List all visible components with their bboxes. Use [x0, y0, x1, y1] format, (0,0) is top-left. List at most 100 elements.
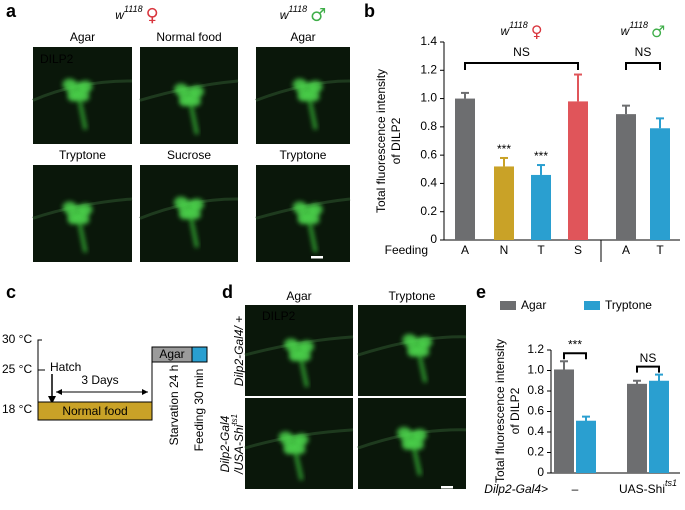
cell-cluster	[190, 198, 204, 211]
cell-cluster	[417, 346, 430, 357]
x-tick-text: –	[572, 482, 579, 496]
panel-letter: e	[476, 282, 486, 302]
bar	[650, 128, 670, 240]
y-tick-label: 0.2	[527, 445, 544, 459]
error-bar	[633, 379, 641, 387]
micrograph	[255, 165, 351, 262]
image-header: Normal food	[156, 30, 221, 44]
significance: ***	[534, 149, 548, 163]
genotype: w1118 ♂	[621, 20, 666, 40]
image-header: Tryptone	[389, 289, 436, 303]
genotype: w1118 ♂	[280, 4, 327, 26]
cell-cluster	[62, 78, 77, 91]
y-tick-label: 0.6	[420, 147, 437, 161]
image-header: Tryptone	[59, 148, 106, 162]
comparison-label: ***	[568, 337, 582, 351]
cell-cluster	[402, 439, 414, 450]
error-bar	[461, 91, 469, 99]
y-axis-label: of DILP2	[508, 387, 522, 434]
error-bar	[560, 360, 568, 378]
feeding-box	[191, 346, 208, 363]
cell-cluster	[67, 91, 80, 102]
genotype: w1118 ♀	[500, 20, 542, 40]
y-tick-label: 0.2	[420, 204, 437, 218]
cell-cluster	[289, 351, 301, 362]
arrow-head	[48, 396, 56, 404]
cell-cluster	[284, 338, 298, 351]
sex-symbol: ♂	[651, 22, 665, 41]
error-bar	[500, 156, 508, 167]
x-axis-label: Dilp2-Gal4>	[484, 482, 548, 496]
y-tick-label: 0.4	[527, 424, 544, 438]
duration-label: 3 Days	[81, 373, 118, 387]
legend-swatch	[584, 301, 600, 310]
y-tick-label: 0	[430, 232, 437, 246]
cell-cluster	[300, 340, 314, 353]
bar	[494, 166, 514, 240]
x-tick-label: UAS-Shits1	[619, 478, 677, 496]
cell-cluster	[297, 214, 310, 225]
temperature-label: 18 °C	[2, 402, 32, 416]
cell-cluster	[278, 431, 293, 444]
stain-label: DILP2	[262, 309, 296, 323]
y-axis-label: Total fluorescence intensity	[374, 69, 388, 213]
sex-symbol: ♀	[531, 22, 543, 41]
y-tick-label: 1.4	[420, 34, 437, 48]
temperature-label: 30 °C	[2, 332, 32, 346]
row-label-text: Dilp2-Gal4/ +	[232, 316, 246, 386]
y-tick-label: 0	[537, 465, 544, 479]
cell-cluster	[77, 214, 90, 225]
cell-cluster	[292, 78, 307, 91]
y-tick-label: 0.8	[420, 119, 437, 133]
row-label: Dilp2-Gal4	[218, 415, 232, 472]
genotype-base: w	[115, 8, 125, 22]
cell-cluster	[283, 444, 296, 455]
scale-bar	[311, 256, 323, 259]
micrograph	[139, 47, 239, 144]
error-bar	[537, 164, 545, 175]
image-header: Agar	[290, 30, 315, 44]
genotype-sup: 1118	[288, 4, 307, 14]
image-header: Tryptone	[280, 148, 327, 162]
cell-cluster	[418, 335, 433, 348]
bar	[627, 383, 647, 473]
row-label-sup: ts1	[230, 414, 239, 425]
significance: ***	[497, 142, 511, 156]
y-axis-label: Total fluorescence intensity	[493, 339, 507, 483]
cell-cluster	[78, 203, 93, 216]
cell-cluster	[67, 214, 80, 225]
cell-cluster	[174, 196, 188, 209]
bar	[554, 369, 574, 473]
y-tick-label: 0.8	[527, 383, 544, 397]
row-label-text: /USA-Shi	[232, 424, 246, 475]
cell-cluster	[189, 96, 201, 107]
cell-cluster	[77, 91, 90, 102]
micrograph	[255, 47, 351, 144]
row-label: Dilp2-Gal4/ +	[232, 316, 246, 386]
x-axis-label: Feeding	[385, 243, 428, 257]
comparison-bracket	[563, 352, 587, 360]
agar-label: Agar	[159, 347, 184, 361]
x-tick-label: T	[537, 243, 545, 257]
x-tick-label: A	[622, 243, 630, 257]
stain-label: DILP2	[40, 52, 74, 66]
error-bar	[622, 104, 630, 115]
cell-cluster	[402, 333, 417, 346]
cell-cluster	[62, 201, 77, 214]
y-tick-label: 1.0	[420, 91, 437, 105]
bar	[576, 420, 596, 473]
cell-cluster	[179, 96, 191, 107]
x-tick-label: A	[461, 243, 469, 257]
y-tick-label: 1.2	[527, 342, 544, 356]
temperature-track	[37, 339, 45, 411]
cell-cluster	[307, 91, 320, 102]
image-header: Sucrose	[167, 148, 211, 162]
error-bar	[582, 415, 590, 425]
cell-cluster	[174, 83, 188, 96]
cell-cluster	[413, 428, 427, 441]
temperature-label: 25 °C	[2, 362, 32, 376]
legend-label: Agar	[521, 298, 546, 312]
x-tick-label: T	[656, 243, 664, 257]
panel-letter: d	[222, 282, 233, 302]
cell-cluster	[397, 426, 411, 439]
